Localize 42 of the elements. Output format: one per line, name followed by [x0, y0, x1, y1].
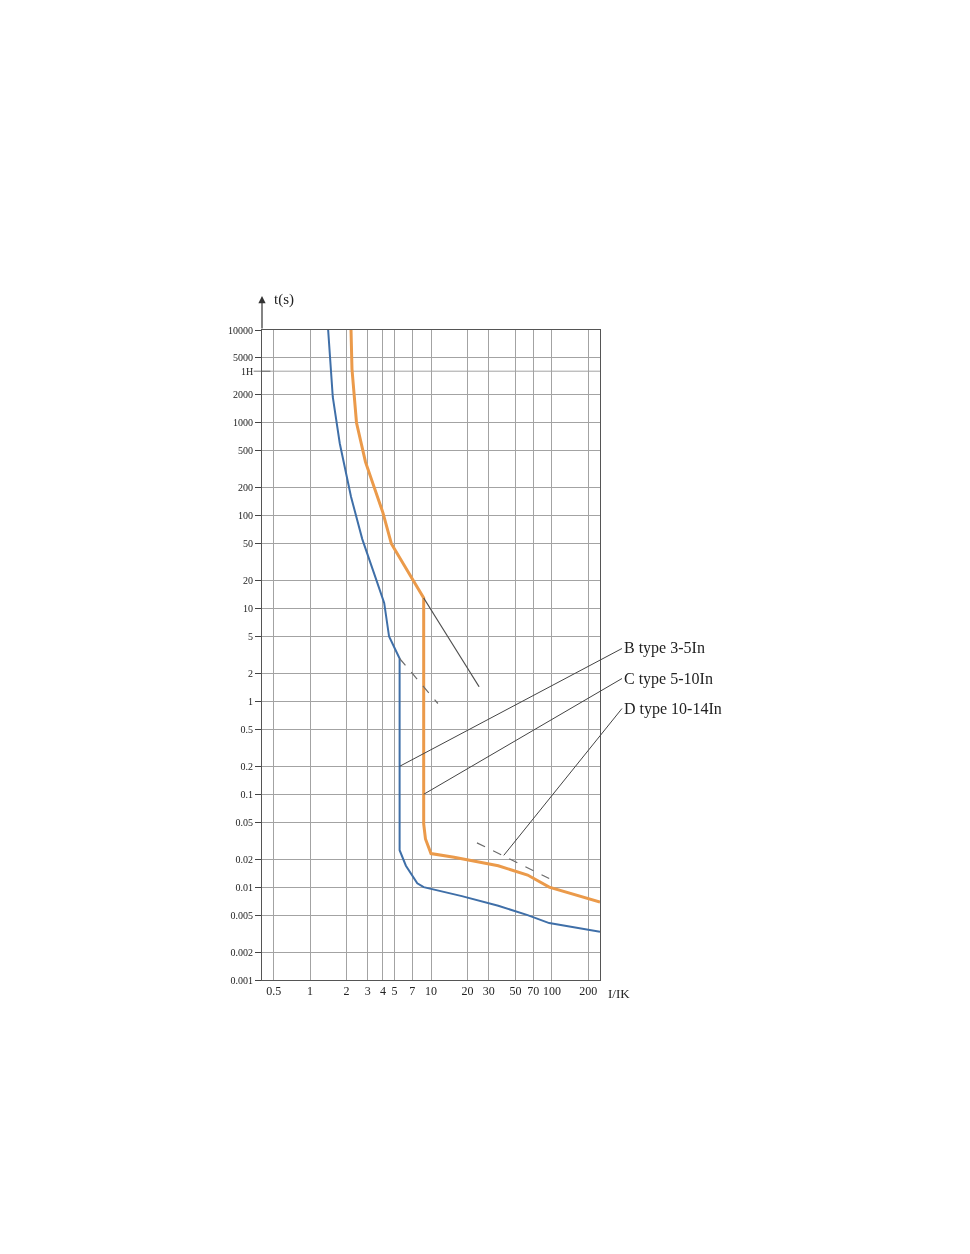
x-tick-label: 2: [343, 984, 350, 999]
y-tick-label: 0.1: [240, 788, 253, 800]
y-tick-label: 5: [248, 631, 253, 643]
x-tick-label: 3: [364, 984, 371, 999]
y-tick-label: 0.5: [240, 723, 253, 735]
y-tick-label: 2: [248, 667, 253, 679]
x-tick-label: 5: [391, 984, 398, 999]
x-tick-label: 70: [527, 984, 540, 999]
ref-line-label: 1H: [241, 366, 254, 377]
y-tick-label: 100: [238, 510, 253, 522]
x-tick-label: 10: [425, 984, 437, 999]
annotation: C type 5-10In: [624, 670, 713, 688]
y-tick-label: 1000: [233, 417, 253, 429]
y-tick-label: 0.002: [230, 946, 253, 958]
x-tick-label: 0.5: [266, 984, 282, 999]
x-tick-label: 50: [509, 984, 522, 999]
y-tick-label: 5000: [233, 352, 253, 364]
y-tick-label: 50: [243, 538, 253, 550]
x-tick-label: 7: [409, 984, 416, 999]
y-tick-label: 500: [238, 445, 253, 457]
x-tick-label: 4: [379, 984, 386, 999]
y-axis-title: t(s): [274, 291, 294, 308]
y-tick-label: 10000: [228, 324, 253, 336]
y-tick-label: 0.001: [230, 974, 253, 986]
x-axis-title: I/IK: [608, 986, 631, 1001]
y-tick-label: 0.02: [235, 853, 253, 865]
y-tick-label: 0.005: [230, 909, 253, 921]
x-tick-label: 30: [482, 984, 495, 999]
x-tick-label: 100: [542, 984, 561, 999]
y-tick-label: 1: [248, 695, 253, 707]
y-tick-label: 10: [243, 603, 253, 615]
x-tick-label: 1: [307, 984, 314, 999]
annotation: B type 3-5In: [624, 639, 705, 657]
y-tick-label: 0.05: [235, 816, 253, 828]
y-tick-label: 2000: [233, 389, 253, 401]
y-tick-label: 200: [238, 482, 253, 494]
annotation: D type 10-14In: [624, 700, 722, 718]
x-tick-label: 200: [579, 984, 598, 999]
y-tick-label: 0.2: [240, 760, 253, 772]
y-tick-label: 20: [243, 575, 253, 587]
y-tick-label: 0.01: [235, 881, 253, 893]
x-tick-label: 20: [461, 984, 474, 999]
